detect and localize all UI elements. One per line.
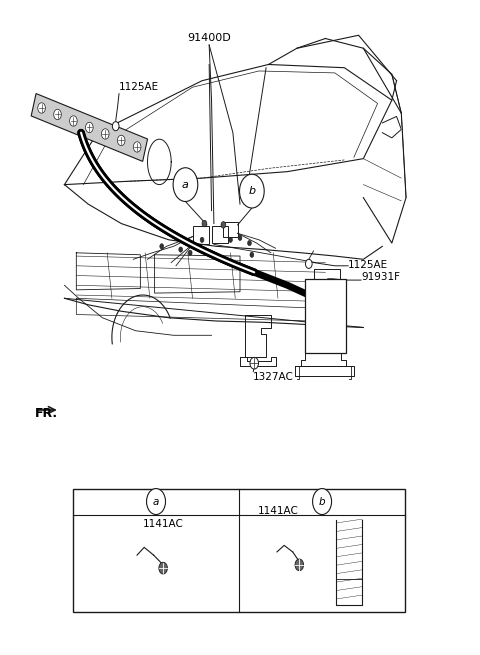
- Circle shape: [118, 136, 125, 145]
- Text: 1125AE: 1125AE: [119, 83, 159, 92]
- Circle shape: [238, 235, 242, 240]
- Circle shape: [200, 237, 204, 242]
- Circle shape: [160, 244, 164, 249]
- Circle shape: [54, 109, 61, 120]
- Circle shape: [179, 247, 182, 252]
- Bar: [73, 489, 405, 612]
- Circle shape: [305, 259, 312, 269]
- Text: 1141AC: 1141AC: [143, 519, 184, 529]
- Polygon shape: [383, 117, 401, 138]
- Bar: [223, 222, 238, 236]
- Circle shape: [85, 122, 93, 133]
- Circle shape: [101, 129, 109, 139]
- Text: FR.: FR.: [35, 407, 58, 420]
- Circle shape: [173, 168, 198, 202]
- Circle shape: [250, 252, 254, 257]
- Circle shape: [250, 358, 259, 369]
- Circle shape: [70, 116, 77, 126]
- Circle shape: [146, 489, 166, 515]
- Text: 91400D: 91400D: [187, 33, 231, 43]
- Text: a: a: [153, 496, 159, 506]
- Polygon shape: [31, 94, 147, 161]
- Text: b: b: [248, 186, 255, 196]
- Circle shape: [228, 237, 232, 242]
- Circle shape: [112, 122, 119, 131]
- Text: 1141AC: 1141AC: [258, 506, 299, 515]
- Bar: [192, 226, 209, 244]
- Circle shape: [240, 174, 264, 208]
- Circle shape: [295, 559, 303, 571]
- Circle shape: [221, 221, 226, 228]
- Text: a: a: [182, 179, 189, 189]
- Circle shape: [248, 240, 252, 246]
- Circle shape: [312, 489, 332, 515]
- Text: b: b: [319, 496, 325, 506]
- Text: 1125AE: 1125AE: [348, 260, 388, 271]
- Circle shape: [38, 103, 46, 113]
- Circle shape: [188, 250, 192, 255]
- Text: 1327AC: 1327AC: [253, 371, 294, 382]
- Bar: [212, 226, 228, 243]
- Circle shape: [133, 141, 141, 152]
- Circle shape: [159, 562, 168, 574]
- Text: 91931F: 91931F: [361, 272, 400, 282]
- Circle shape: [202, 220, 207, 227]
- Bar: [305, 279, 346, 354]
